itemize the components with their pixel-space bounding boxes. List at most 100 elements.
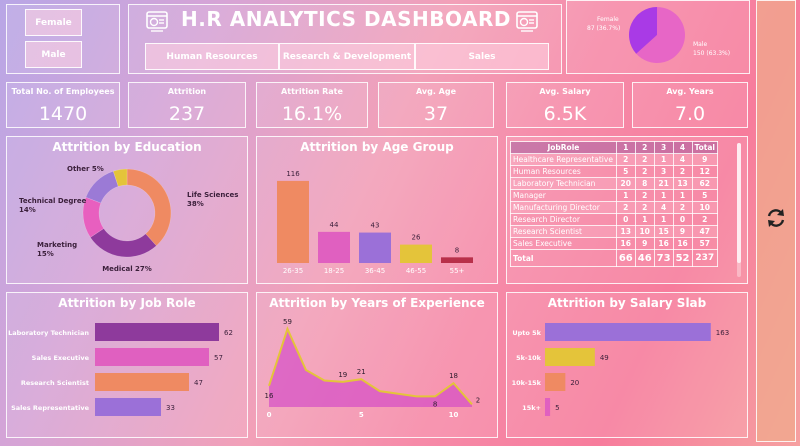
table-cell: 1 — [653, 189, 674, 202]
age-bar[interactable] — [441, 257, 473, 263]
table-cell: 16 — [672, 237, 693, 250]
dept-filter-hr[interactable]: Human Resources — [145, 43, 279, 70]
table-cell: 12 — [691, 165, 718, 178]
table-cell: 2 — [634, 165, 655, 178]
salary-bar[interactable] — [545, 348, 595, 366]
experience-line[interactable] — [268, 326, 473, 406]
table-header-row: JobRole 1 2 3 4 Total — [510, 141, 718, 154]
table-cell: Research Scientist — [510, 225, 617, 238]
col-header[interactable]: 3 — [653, 141, 674, 154]
job-role-table: JobRole 1 2 3 4 Total Healthcare Represe… — [510, 141, 718, 267]
col-header[interactable]: JobRole — [510, 141, 617, 154]
kpi-value: 7.0 — [674, 103, 706, 125]
table-row[interactable]: Healthcare Representative 2 2 1 4 9 — [510, 153, 718, 166]
job-role-bar[interactable] — [95, 373, 189, 391]
education-data-label: Technical Degree — [19, 197, 87, 205]
female-legend-value: 87 (36.7%) — [587, 25, 621, 32]
table-cell: 2 — [634, 189, 655, 202]
gender-slice-male[interactable] — [636, 7, 685, 63]
age-bar[interactable] — [359, 232, 391, 263]
table-row[interactable]: Research Director 0 1 1 0 2 — [510, 213, 718, 226]
table-cell: 1 — [653, 153, 674, 166]
table-row[interactable]: Research Scientist 13 10 15 9 47 — [510, 225, 718, 238]
kpi-label: Avg. Salary — [539, 87, 591, 96]
education-data-label: 38% — [187, 200, 204, 208]
job-role-tick-label: Sales Representative — [11, 404, 89, 412]
age-bar[interactable] — [318, 231, 350, 263]
age-bar[interactable] — [400, 244, 432, 263]
experience-panel: Attrition by Years of Experience 16 59 19 2… — [256, 292, 498, 438]
page-title: H.R ANALYTICS DASHBOARD — [181, 7, 511, 31]
dept-filter-sales[interactable]: Sales — [415, 43, 549, 70]
kpi-attrition-rate: Attrition Rate 16.1% — [256, 82, 368, 128]
table-row[interactable]: Manager 1 2 1 1 5 — [510, 189, 718, 202]
table-cell: 0 — [672, 213, 693, 226]
kpi-label: Avg. Age — [415, 87, 456, 96]
kpi-value: 1470 — [38, 103, 88, 125]
table-cell: 2 — [615, 153, 636, 166]
salary-tick-label: 15k+ — [522, 404, 541, 412]
table-cell: Total — [510, 249, 617, 267]
col-header[interactable]: Total — [691, 141, 718, 154]
col-header[interactable]: 2 — [634, 141, 655, 154]
age-bar[interactable] — [277, 180, 309, 263]
salary-bar[interactable] — [545, 373, 566, 391]
table-cell: 52 — [672, 249, 693, 267]
female-filter-button[interactable]: Female — [25, 9, 82, 36]
salary-bar[interactable] — [545, 398, 551, 416]
experience-tick-label: 0 — [267, 411, 272, 419]
table-row[interactable]: Manufacturing Director 2 2 4 2 10 — [510, 201, 718, 214]
scrollbar-thumb[interactable] — [737, 143, 741, 263]
table-cell: 5 — [615, 165, 636, 178]
male-filter-button[interactable]: Male — [25, 41, 82, 68]
salary-bar-label: 49 — [600, 354, 609, 362]
table-cell: Healthcare Representative — [510, 153, 617, 166]
education-slice[interactable] — [126, 168, 172, 247]
age-tick-label: 55+ — [450, 267, 465, 275]
dept-filter-rnd[interactable]: Research & Development — [279, 43, 415, 70]
experience-area-chart: 16 59 19 21 8 18 2 0 5 10 — [265, 318, 481, 419]
education-slice[interactable] — [90, 228, 157, 258]
experience-point-label: 2 — [476, 396, 480, 404]
table-row[interactable]: Human Resources 5 2 3 2 12 — [510, 165, 718, 178]
education-title: Attrition by Education — [52, 140, 202, 154]
refresh-icon[interactable] — [764, 206, 788, 230]
male-legend-value: 150 (63.3%) — [693, 50, 731, 57]
kpi-label: Total No. of Employees — [11, 87, 115, 96]
salary-panel: Attrition by Salary Slab Upto 5k 163 5k-10… — [506, 292, 748, 438]
job-role-title: Attrition by Job Role — [58, 296, 196, 310]
table-scrollbar[interactable] — [737, 143, 741, 277]
table-cell: 1 — [672, 189, 693, 202]
salary-bar-label: 5 — [555, 404, 559, 412]
kpi-value: 16.1% — [281, 103, 343, 125]
experience-point-label: 21 — [357, 368, 366, 376]
kpi-total-employees: Total No. of Employees 1470 — [6, 82, 120, 128]
job-role-bar[interactable] — [95, 398, 161, 416]
education-slice[interactable] — [85, 170, 119, 204]
education-data-label: Life Sciences — [187, 191, 238, 199]
education-slice[interactable] — [112, 168, 128, 187]
kpi-label: Attrition Rate — [281, 87, 343, 96]
table-cell: Sales Executive — [510, 237, 617, 250]
table-row[interactable]: Laboratory Technician 20 8 21 13 62 — [510, 177, 718, 190]
table-row[interactable]: Sales Executive 16 9 16 16 57 — [510, 237, 718, 250]
job-role-tick-label: Research Scientist — [21, 379, 89, 387]
table-cell: 237 — [691, 249, 718, 267]
salary-bar[interactable] — [545, 323, 711, 341]
table-cell: 9 — [672, 225, 693, 238]
col-header[interactable]: 1 — [615, 141, 636, 154]
experience-area[interactable] — [269, 328, 472, 407]
job-role-tick-label: Sales Executive — [32, 354, 90, 362]
gender-slice-female[interactable] — [629, 7, 657, 54]
salary-tick-label: Upto 5k — [512, 329, 541, 337]
job-role-bar[interactable] — [95, 323, 219, 341]
col-header[interactable]: 4 — [672, 141, 693, 154]
table-cell: 2 — [634, 153, 655, 166]
table-cell: Research Director — [510, 213, 617, 226]
job-role-bar[interactable] — [95, 348, 209, 366]
male-legend-label: Male — [693, 41, 708, 48]
experience-point-label: 16 — [265, 392, 274, 400]
table-cell: 21 — [653, 177, 674, 190]
table-cell: 0 — [615, 213, 636, 226]
job-role-table-panel: JobRole 1 2 3 4 Total Healthcare Represe… — [506, 136, 748, 284]
